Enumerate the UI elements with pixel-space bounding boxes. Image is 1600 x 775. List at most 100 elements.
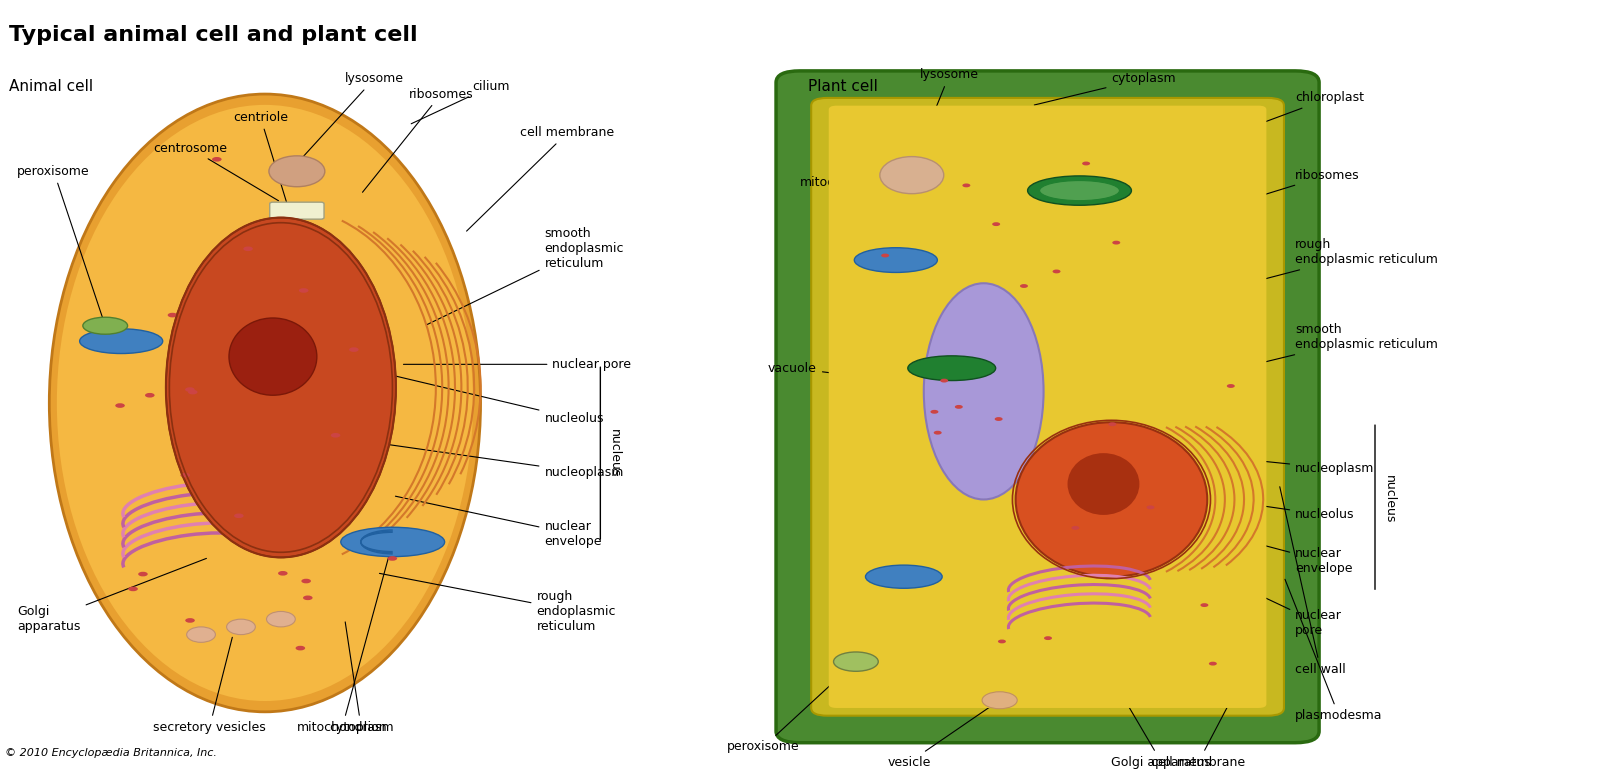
- Ellipse shape: [296, 646, 306, 650]
- Text: cell membrane: cell membrane: [467, 126, 614, 231]
- Text: nucleus: nucleus: [608, 429, 621, 477]
- Ellipse shape: [234, 514, 243, 518]
- Ellipse shape: [962, 184, 970, 188]
- Ellipse shape: [341, 527, 445, 556]
- Ellipse shape: [1040, 181, 1120, 201]
- Text: cell wall: cell wall: [1280, 487, 1346, 676]
- Text: nuclear
pore: nuclear pore: [1206, 570, 1342, 637]
- Ellipse shape: [243, 246, 253, 251]
- Text: smooth
endoplasmic reticulum: smooth endoplasmic reticulum: [1178, 323, 1438, 383]
- Ellipse shape: [866, 565, 942, 588]
- Ellipse shape: [80, 329, 163, 353]
- Ellipse shape: [186, 388, 195, 392]
- Ellipse shape: [1019, 284, 1027, 288]
- Ellipse shape: [995, 417, 1003, 421]
- Text: peroxisome: peroxisome: [18, 165, 104, 323]
- Ellipse shape: [128, 587, 138, 591]
- Ellipse shape: [982, 692, 1018, 709]
- Text: vacuole: vacuole: [768, 362, 981, 391]
- Ellipse shape: [387, 556, 397, 561]
- Ellipse shape: [213, 157, 222, 162]
- Ellipse shape: [349, 347, 358, 352]
- Ellipse shape: [1072, 526, 1080, 530]
- Ellipse shape: [166, 218, 395, 557]
- Text: mitochondrion: mitochondrion: [800, 177, 894, 258]
- Text: peroxisome: peroxisome: [728, 663, 854, 753]
- FancyBboxPatch shape: [829, 105, 1266, 708]
- FancyBboxPatch shape: [270, 202, 325, 219]
- Ellipse shape: [1109, 422, 1117, 426]
- Text: nuclear
envelope: nuclear envelope: [1210, 531, 1352, 575]
- Text: rough
endoplasmic
reticulum: rough endoplasmic reticulum: [379, 574, 616, 633]
- Ellipse shape: [115, 403, 125, 408]
- Ellipse shape: [934, 431, 942, 435]
- Text: smooth
endoplasmic
reticulum: smooth endoplasmic reticulum: [427, 227, 624, 325]
- Ellipse shape: [302, 595, 312, 600]
- Text: Typical animal cell and plant cell: Typical animal cell and plant cell: [10, 25, 418, 44]
- Ellipse shape: [854, 248, 938, 273]
- Ellipse shape: [1067, 453, 1139, 515]
- Text: centrosome: centrosome: [154, 142, 278, 201]
- Text: cell membrane: cell membrane: [1152, 656, 1254, 769]
- Ellipse shape: [187, 627, 216, 642]
- Text: rough
endoplasmic reticulum: rough endoplasmic reticulum: [1162, 239, 1438, 305]
- Ellipse shape: [146, 393, 155, 398]
- Text: nucleoplasm: nucleoplasm: [315, 434, 624, 479]
- Ellipse shape: [299, 288, 309, 293]
- Text: nucleolus: nucleolus: [1114, 484, 1355, 522]
- Text: Animal cell: Animal cell: [10, 78, 93, 94]
- Text: nuclear
envelope: nuclear envelope: [395, 496, 602, 548]
- Ellipse shape: [227, 619, 256, 635]
- Ellipse shape: [50, 94, 480, 711]
- Ellipse shape: [998, 639, 1006, 643]
- Text: lysosome: lysosome: [914, 68, 979, 165]
- Ellipse shape: [992, 222, 1000, 226]
- Ellipse shape: [187, 390, 197, 394]
- Ellipse shape: [1016, 422, 1208, 577]
- Ellipse shape: [1210, 662, 1218, 666]
- Ellipse shape: [941, 379, 949, 383]
- Text: vesicle: vesicle: [888, 702, 997, 769]
- Ellipse shape: [931, 410, 939, 414]
- Text: nucleolus: nucleolus: [283, 350, 603, 425]
- Text: mitochondrion: mitochondrion: [298, 545, 392, 734]
- Text: Golgi apparatus: Golgi apparatus: [1082, 625, 1211, 769]
- Text: plasmodesma: plasmodesma: [1285, 579, 1382, 722]
- Ellipse shape: [138, 572, 147, 577]
- Ellipse shape: [907, 356, 995, 381]
- Text: secretory vesicles: secretory vesicles: [154, 637, 266, 734]
- FancyBboxPatch shape: [811, 98, 1283, 715]
- Ellipse shape: [269, 156, 325, 187]
- Ellipse shape: [229, 318, 317, 395]
- Ellipse shape: [186, 618, 195, 623]
- Ellipse shape: [1147, 505, 1155, 509]
- Ellipse shape: [1053, 270, 1061, 274]
- Ellipse shape: [1027, 176, 1131, 205]
- Ellipse shape: [278, 571, 288, 576]
- Ellipse shape: [880, 157, 944, 194]
- Ellipse shape: [1227, 384, 1235, 388]
- Text: ribosomes: ribosomes: [1130, 169, 1360, 236]
- Ellipse shape: [834, 652, 878, 671]
- Text: lysosome: lysosome: [299, 72, 403, 161]
- Ellipse shape: [168, 313, 178, 318]
- Ellipse shape: [1112, 241, 1120, 245]
- Ellipse shape: [267, 611, 296, 627]
- Ellipse shape: [83, 317, 128, 334]
- Ellipse shape: [1082, 161, 1090, 165]
- Ellipse shape: [882, 253, 890, 257]
- Text: cytoplasm: cytoplasm: [1034, 72, 1176, 105]
- Ellipse shape: [331, 433, 341, 438]
- Text: ribosomes: ribosomes: [363, 88, 474, 192]
- Ellipse shape: [58, 105, 474, 701]
- Text: centriole: centriole: [234, 111, 288, 207]
- Text: chloroplast: chloroplast: [1082, 91, 1365, 190]
- Ellipse shape: [1045, 636, 1051, 640]
- FancyBboxPatch shape: [776, 71, 1318, 742]
- Text: cilium: cilium: [411, 80, 510, 124]
- Text: cytoplasm: cytoplasm: [330, 622, 394, 734]
- Ellipse shape: [923, 283, 1043, 499]
- Text: © 2010 Encyclopædia Britannica, Inc.: © 2010 Encyclopædia Britannica, Inc.: [5, 748, 216, 758]
- Text: Golgi
apparatus: Golgi apparatus: [18, 559, 206, 633]
- Text: nucleoplasm: nucleoplasm: [1186, 453, 1374, 475]
